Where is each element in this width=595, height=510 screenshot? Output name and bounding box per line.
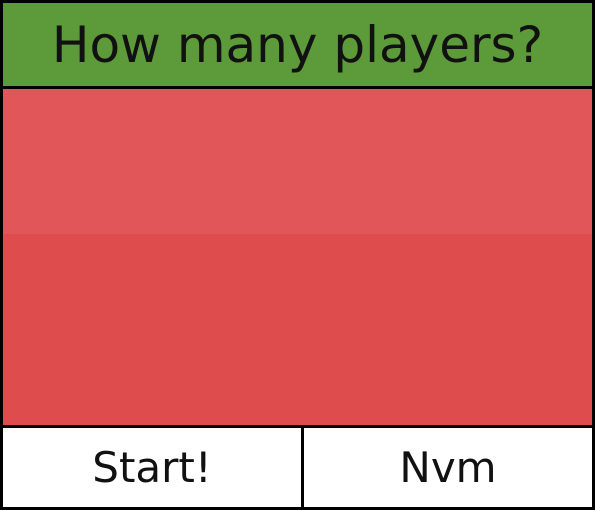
dialog-header: How many players? — [3, 3, 592, 89]
dialog-footer: Start! Nvm — [3, 428, 592, 507]
dialog-title: How many players? — [51, 15, 544, 74]
start-button-label: Start! — [92, 442, 212, 492]
cancel-button-label: Nvm — [399, 442, 497, 492]
picker-band-bottom[interactable] — [3, 234, 592, 425]
cancel-button[interactable]: Nvm — [304, 428, 592, 507]
start-button[interactable]: Start! — [3, 428, 304, 507]
picker-band-top[interactable] — [3, 89, 592, 234]
player-count-picker[interactable] — [3, 89, 592, 428]
